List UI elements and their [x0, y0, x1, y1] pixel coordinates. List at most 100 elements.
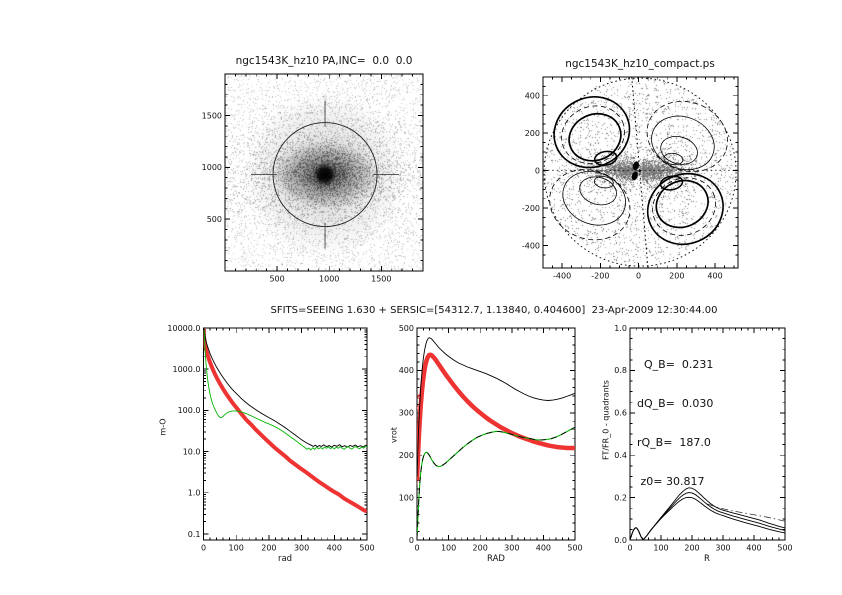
contour-line	[553, 96, 631, 169]
tick-label: 400	[536, 544, 551, 553]
tick-label: 500	[207, 215, 222, 224]
tick-label: 1000.0	[173, 365, 201, 374]
tick-label: 100	[441, 544, 456, 553]
contour-axes: -400 -200 0 200 400 -400 -200 0 200 400	[522, 76, 739, 281]
tick-label: 200	[525, 129, 540, 138]
annotation-rQB: rQ_B= 187.0	[637, 436, 711, 449]
contour-overlay	[543, 77, 738, 268]
quadrants-series	[630, 487, 785, 540]
series-green	[417, 426, 575, 538]
quadrant-curve-2	[630, 496, 785, 540]
series-sersic-model	[203, 328, 367, 514]
contour-line	[579, 176, 617, 206]
contour-line	[660, 136, 698, 165]
tick-label: 1.0	[188, 489, 201, 498]
model-marker	[417, 482, 418, 486]
tick-label: 400	[327, 544, 342, 553]
tick-label: 0.1	[188, 530, 201, 539]
tick-label: 400	[746, 544, 761, 553]
contour-panel-title: ngc1543K_hz10_compact.ps	[565, 58, 715, 70]
galaxy-axes: 500 1000 1500 500 1000 1500	[202, 73, 424, 284]
xlabel-RAD: RAD	[487, 554, 505, 564]
tick-label: 0.4	[614, 451, 627, 460]
contour-line	[543, 77, 737, 267]
tick-label: 200	[669, 272, 684, 281]
tick-label: -200	[591, 272, 609, 281]
tick-label: 100	[399, 493, 414, 502]
tick-label: 0.6	[614, 409, 627, 418]
series-observed-profile	[203, 328, 367, 448]
tick-label: 0	[201, 544, 206, 553]
contour-line	[651, 115, 715, 171]
tick-label: 200	[399, 451, 414, 460]
profile-series	[203, 328, 367, 514]
tick-label: 200	[684, 544, 699, 553]
series-model-rotation	[417, 352, 575, 481]
tick-label: 100	[229, 544, 244, 553]
contour-line	[655, 179, 709, 229]
annotation-QB: Q_B= 0.231	[637, 358, 714, 371]
tick-label: 0.0	[614, 536, 627, 545]
contour-line	[593, 150, 618, 166]
tick-label: 1.0	[614, 324, 627, 333]
annotation-dQB: dQ_B= 0.030	[637, 397, 714, 410]
tick-label: 100	[653, 544, 668, 553]
galaxy-panel-title: ngc1543K_hz10 PA,INC= 0.0 0.0	[235, 55, 413, 67]
tick-label: 1000	[202, 163, 222, 172]
tick-label: 1500	[371, 275, 391, 284]
series-upper-rotation	[417, 337, 575, 477]
contour-line	[652, 177, 716, 236]
contour-line	[646, 172, 724, 246]
tick-label: 0	[414, 544, 419, 553]
contour-line	[568, 112, 622, 162]
tick-label: -400	[522, 241, 540, 250]
galaxy-image-canvas	[225, 74, 423, 271]
contour-line	[561, 105, 625, 164]
tick-label: -200	[522, 204, 540, 213]
tick-label: 400	[399, 366, 414, 375]
tick-label: 100.0	[178, 406, 201, 415]
contour-line	[659, 175, 684, 191]
tick-label: 500	[359, 544, 374, 553]
series-quadrant-dashdot	[707, 503, 785, 522]
tick-label: 10.0	[183, 447, 201, 456]
tick-label: 200	[473, 544, 488, 553]
tick-label: 500	[567, 544, 582, 553]
contour-line	[663, 152, 684, 166]
xlabel-R: R	[704, 554, 710, 564]
tick-label: 500	[777, 544, 792, 553]
aperture-overlay	[251, 100, 400, 249]
contour-scatter-canvas	[543, 77, 738, 268]
ylabel-vrot: vrot	[389, 427, 399, 443]
fit-suptitle: SFITS=SEEING 1.630 + SERSIC=[54312.7, 1.…	[270, 305, 718, 316]
tick-label: 0.8	[614, 366, 627, 375]
tick-label: 500	[269, 275, 284, 284]
tick-label: 300	[294, 544, 309, 553]
tick-label: 1000	[319, 275, 339, 284]
tick-label: 0	[636, 272, 641, 281]
rotation-series	[417, 337, 575, 538]
quadrants-axes: 0 100 200 300 400 500 0.0 0.2 0.4 0.6 0.8 1.0	[614, 324, 792, 553]
tick-label: 500	[399, 324, 414, 333]
tick-label: 400	[707, 272, 722, 281]
tick-label: 400	[525, 92, 540, 101]
contour-line	[593, 176, 614, 189]
contour-line	[632, 161, 639, 171]
tick-label: 0	[627, 544, 632, 553]
ylabel-m-O: m-O	[158, 418, 168, 436]
contour-line	[638, 169, 641, 173]
tick-label: 300	[504, 544, 519, 553]
tick-label: 0	[535, 166, 540, 175]
xlabel-rad: rad	[277, 554, 293, 564]
series-residual	[203, 330, 367, 451]
fit-annotations: Q_B= 0.231 dQ_B= 0.030 rQ_B= 187.0 z0= 3…	[637, 332, 713, 514]
tick-label: 300	[715, 544, 730, 553]
dotted-minor-axis	[631, 77, 649, 268]
annotation-z0: z0= 30.817	[637, 475, 705, 488]
profile-axes: 0 100 200 300 400 500 0.1 1.0 10.0 100.0 1000.0 100…	[167, 324, 374, 553]
tick-label: -400	[553, 272, 571, 281]
tick-label: 0.2	[614, 493, 627, 502]
tick-label: 200	[261, 544, 276, 553]
